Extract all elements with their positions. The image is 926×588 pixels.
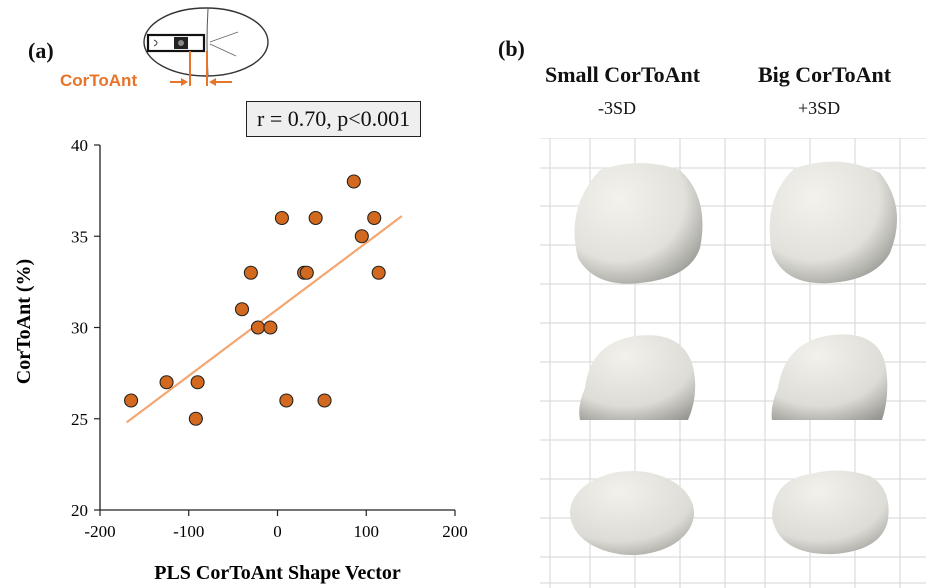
data-point (371, 265, 386, 280)
x-tick-label: 200 (442, 522, 468, 541)
corto-schematic-icon (143, 7, 269, 86)
data-point (188, 411, 203, 426)
x-tick-label: -200 (84, 522, 115, 541)
data-point (317, 393, 332, 408)
shape-big-row2 (771, 334, 888, 420)
data-point (234, 302, 250, 317)
data-point (124, 393, 139, 408)
y-tick-label: 20 (71, 501, 88, 520)
shape-big-row3 (772, 470, 889, 555)
column-title-small: Small CorToAnt (545, 62, 701, 87)
column-subtitle-big: +3SD (798, 98, 841, 118)
panel-b-label: (b) (498, 36, 525, 61)
inset-corto-label: CorToAnt (60, 71, 138, 90)
data-point (243, 265, 258, 280)
column-title-big: Big CorToAnt (758, 62, 892, 87)
data-point (159, 375, 174, 390)
column-subtitle-small: -3SD (598, 98, 637, 118)
panel-a-label: (a) (28, 38, 54, 63)
x-tick-label: 100 (354, 522, 380, 541)
scatter-chart: -200 -100 0 100 200 20 25 30 35 40 PLS CorToAnt S… (13, 136, 468, 584)
shape-renderings (540, 138, 926, 588)
data-point (279, 393, 294, 408)
correlation-stat-box: r = 0.70, p<0.001 (246, 101, 422, 137)
x-tick-label: -100 (173, 522, 204, 541)
x-tick-label: 0 (273, 522, 282, 541)
shape-small-row3 (570, 471, 694, 555)
data-point (274, 210, 289, 226)
shape-big-row1 (769, 161, 898, 284)
data-point (263, 320, 278, 335)
shape-small-row1 (574, 163, 703, 284)
data-point (250, 320, 266, 335)
y-tick-label: 40 (71, 136, 88, 155)
data-point (354, 229, 369, 244)
y-tick-label: 25 (71, 410, 88, 429)
data-point (299, 265, 314, 280)
regression-line (125, 215, 403, 424)
y-tick-label: 30 (71, 319, 88, 338)
data-point (308, 210, 323, 226)
shape-small-row2 (579, 335, 696, 420)
y-axis-label: CorToAnt (%) (13, 259, 35, 384)
data-point (346, 174, 361, 189)
x-axis-label: PLS CorToAnt Shape Vector (154, 562, 401, 584)
y-tick-label: 35 (71, 227, 88, 246)
data-point (367, 210, 382, 226)
data-point (190, 375, 205, 390)
